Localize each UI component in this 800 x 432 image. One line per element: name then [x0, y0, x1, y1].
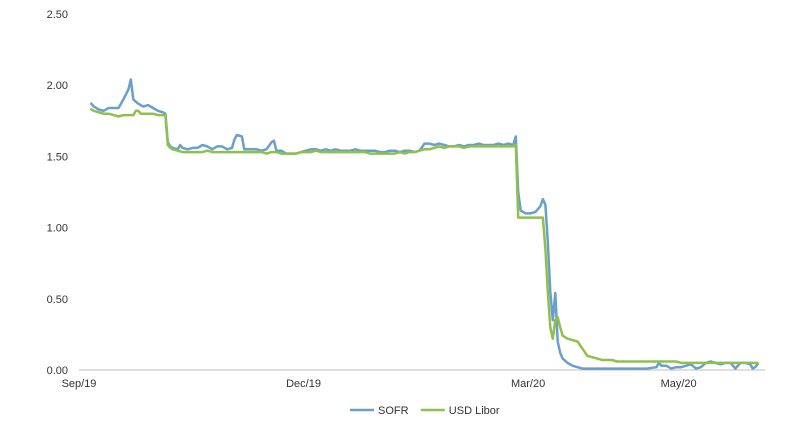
series-line-sofr: [90, 78, 759, 370]
y-tick-label: 0.50: [47, 294, 68, 306]
legend-label: USD Libor: [449, 405, 500, 417]
x-tick-label: Mar/20: [511, 378, 545, 390]
legend: SOFR USD Libor: [350, 405, 500, 417]
x-axis: Sep/19 Dec/19 Mar/20 May/20: [62, 369, 765, 390]
legend-label: SOFR: [378, 405, 409, 417]
y-tick-label: 1.00: [47, 223, 68, 235]
y-tick-label: 1.50: [47, 151, 68, 163]
y-axis: 0.00 0.50 1.00 1.50 2.00 2.50: [47, 9, 68, 377]
plot-area: [90, 78, 759, 370]
y-tick-label: 2.50: [47, 9, 68, 21]
y-tick-label: 2.00: [47, 80, 68, 92]
x-tick-label: May/20: [661, 378, 697, 390]
x-tick-label: Dec/19: [286, 378, 321, 390]
series-line-usd-libor: [90, 108, 759, 365]
x-tick-label: Sep/19: [62, 378, 97, 390]
y-tick-label: 0.00: [47, 365, 68, 377]
